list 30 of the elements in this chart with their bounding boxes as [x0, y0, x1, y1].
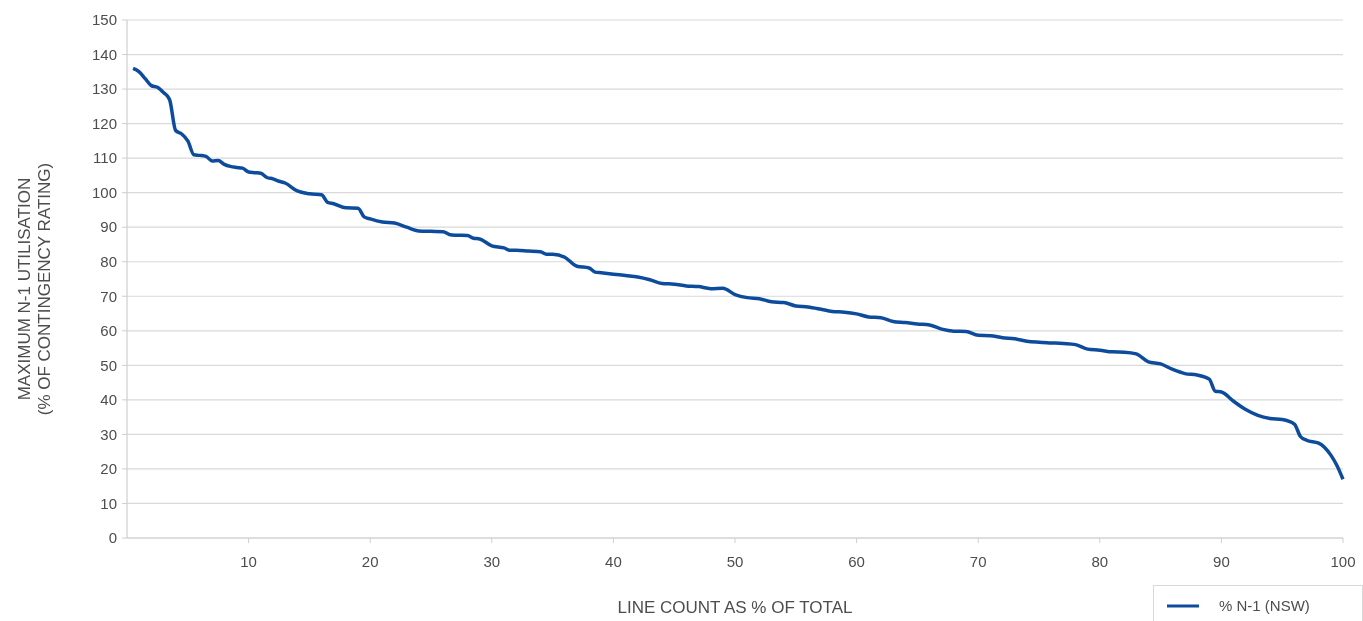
y-tick-label: 90: [100, 218, 117, 236]
y-tick-label: 70: [100, 287, 117, 305]
x-tick-label: 30: [483, 553, 501, 571]
legend-label: % N-1 (NSW): [1219, 597, 1310, 614]
y-tick-label: 150: [91, 11, 117, 29]
y-tick-label: 0: [108, 529, 117, 547]
x-tick-label: 100: [1330, 553, 1356, 571]
x-tick-label: 90: [1213, 553, 1230, 571]
x-tick-label: 50: [726, 553, 744, 571]
y-axis-title: MAXIMUM N-1 UTILISATION (% OF CONTINGENCY RATING): [15, 162, 54, 416]
x-axis-title: LINE COUNT AS % OF TOTAL: [617, 597, 853, 617]
line-series: [131, 66, 1345, 482]
y-tick-label: 80: [100, 252, 117, 270]
x-tick-label: 60: [848, 553, 865, 571]
y-tick-label: 120: [91, 114, 117, 132]
y-tick-label: 60: [100, 322, 117, 340]
y-tick-label: 20: [100, 460, 117, 478]
x-tick-label: 70: [969, 553, 987, 571]
y-tick-label: 50: [100, 356, 117, 374]
y-tick-label: 30: [100, 425, 117, 443]
y-tick-label: 10: [100, 494, 117, 512]
y-tick-label: 100: [91, 183, 117, 201]
y-tick-label: 130: [91, 80, 117, 98]
x-tick-label: 80: [1091, 553, 1109, 571]
x-tick-label: 10: [240, 553, 257, 571]
y-tick-label: 140: [91, 45, 117, 63]
y-tick-label: 40: [100, 391, 117, 409]
y-tick-label: 110: [93, 149, 117, 167]
x-tick-label: 40: [605, 553, 622, 571]
x-tick-label: 20: [361, 553, 379, 571]
